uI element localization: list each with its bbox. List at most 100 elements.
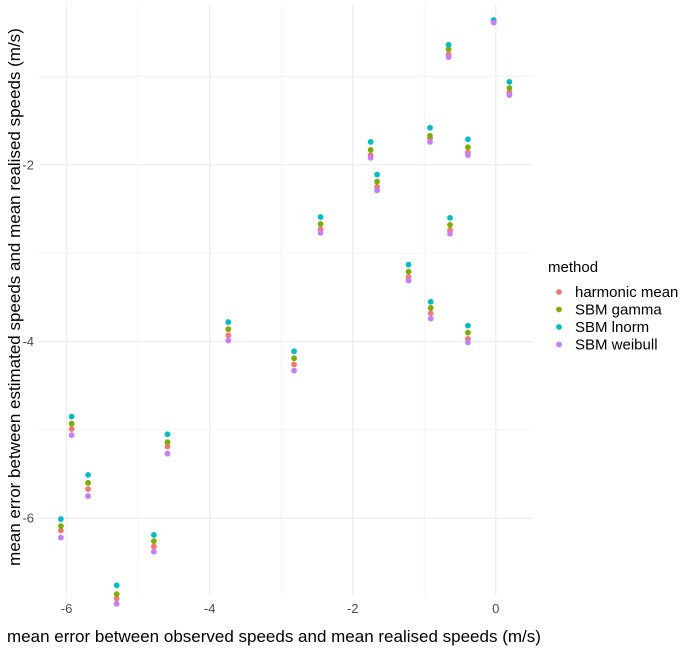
legend-label: SBM lnorm	[575, 319, 649, 336]
data-point	[506, 92, 513, 98]
data-point	[445, 46, 452, 53]
data-point	[405, 261, 412, 268]
y-tick-label: -6	[22, 511, 34, 526]
data-point	[113, 591, 120, 598]
series-sbm-gamma	[57, 17, 513, 598]
data-point	[113, 600, 120, 607]
data-point	[85, 486, 91, 492]
legend-item: harmonic mean	[556, 284, 678, 301]
data-point	[317, 229, 324, 236]
data-point	[317, 221, 324, 227]
data-point	[445, 41, 452, 48]
data-point	[150, 532, 157, 538]
data-point	[291, 367, 297, 374]
data-point	[85, 471, 91, 478]
data-point	[405, 277, 412, 284]
data-point	[225, 319, 232, 325]
legend-label: SBM weibull	[575, 337, 658, 354]
legend-item: SBM gamma	[556, 302, 662, 319]
x-axis-tick-labels: -6 -4 -2 0	[61, 601, 500, 616]
y-tick-label: -2	[22, 157, 34, 172]
data-point	[490, 19, 497, 26]
legend-key	[556, 341, 562, 348]
legend-item: SBM weibull	[556, 337, 658, 354]
data-point	[367, 146, 374, 153]
x-tick-label: -6	[61, 601, 73, 616]
legend-label: harmonic mean	[575, 284, 678, 301]
data-points	[57, 17, 513, 607]
data-point	[68, 426, 75, 432]
data-point	[57, 527, 64, 534]
data-point	[427, 298, 434, 305]
legend-item: SBM lnorm	[556, 319, 649, 336]
data-point	[465, 144, 471, 151]
data-point	[447, 222, 453, 228]
data-point	[150, 548, 157, 555]
legend-title: method	[548, 259, 598, 276]
data-point	[427, 305, 434, 311]
data-point	[225, 337, 232, 344]
data-point	[113, 595, 120, 602]
data-point	[367, 139, 374, 145]
data-point	[150, 538, 157, 545]
data-point	[427, 132, 433, 139]
series-harmonic-mean	[57, 17, 513, 602]
data-point	[506, 78, 513, 85]
data-point	[68, 413, 75, 420]
legend-key	[556, 306, 562, 313]
major-gridlines	[38, 5, 533, 595]
data-point	[427, 139, 433, 145]
data-point	[68, 432, 75, 439]
x-tick-label: -2	[347, 601, 359, 616]
data-point	[465, 329, 471, 336]
data-point	[164, 450, 171, 457]
data-point	[225, 332, 232, 339]
data-point	[367, 154, 374, 161]
legend-key	[556, 324, 562, 330]
data-point	[374, 171, 380, 178]
data-point	[57, 534, 64, 541]
data-point	[445, 54, 452, 61]
data-point	[374, 178, 380, 185]
legend-key	[556, 289, 562, 295]
data-point	[506, 85, 513, 91]
data-point	[85, 493, 91, 499]
y-axis-title: mean error between estimated speeds and …	[5, 28, 24, 566]
x-tick-label: 0	[492, 601, 499, 616]
data-point	[405, 268, 412, 275]
data-point	[374, 187, 380, 194]
data-point	[465, 136, 471, 143]
minor-gridlines	[38, 5, 533, 595]
data-point	[164, 431, 171, 438]
y-axis-tick-labels: -6 -4 -2	[22, 157, 34, 525]
data-point	[465, 322, 471, 329]
series-sbm-weibull	[57, 19, 513, 607]
legend-label: SBM gamma	[575, 302, 662, 319]
x-axis-title: mean error between observed speeds and m…	[7, 627, 541, 646]
data-point	[57, 523, 64, 530]
data-point	[68, 420, 75, 427]
series-sbm-lnorm	[57, 17, 513, 589]
data-point	[427, 315, 434, 322]
x-tick-label: -4	[204, 601, 216, 616]
data-point	[465, 339, 471, 346]
data-point	[291, 355, 297, 362]
data-point	[447, 230, 453, 237]
data-point	[113, 582, 120, 589]
data-point	[427, 310, 434, 317]
data-point	[465, 152, 471, 159]
data-point	[427, 124, 433, 131]
data-point	[317, 214, 324, 220]
data-point	[291, 348, 297, 355]
data-point	[447, 214, 453, 221]
data-point	[291, 361, 297, 368]
data-point	[57, 516, 64, 522]
data-point	[225, 326, 232, 333]
data-point	[150, 543, 157, 550]
data-point	[164, 443, 171, 450]
data-point	[85, 479, 91, 486]
data-point	[164, 439, 171, 446]
